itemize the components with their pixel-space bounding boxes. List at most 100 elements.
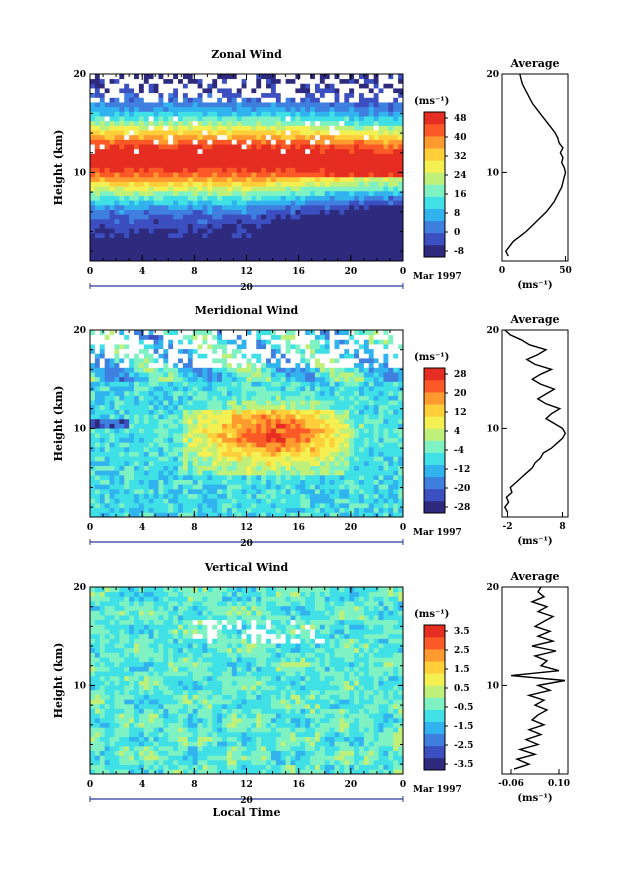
heatmap-cell [231, 456, 238, 462]
heatmap-cell [124, 120, 130, 126]
heatmap-cell [290, 353, 296, 359]
heatmap-cell [207, 237, 213, 243]
heatmap-cell [256, 442, 262, 448]
heatmap-cell [202, 395, 208, 401]
heatmap-cell [363, 158, 370, 164]
heatmap-cell [202, 209, 208, 215]
heatmap-cell [334, 232, 340, 239]
heatmap-cell [334, 386, 340, 392]
heatmap-cell [192, 456, 198, 462]
heatmap-cell [134, 139, 140, 145]
heatmap-cell [266, 465, 272, 471]
heatmap-cell [197, 386, 203, 392]
heatmap-cell [310, 74, 316, 80]
heatmap-cell [182, 195, 189, 201]
heatmap-cell [314, 442, 321, 448]
heatmap-cell [300, 330, 306, 336]
heatmap-cell [363, 474, 370, 481]
heatmap-cell [256, 493, 262, 499]
heatmap-cell [158, 344, 164, 350]
heatmap-cell [290, 484, 296, 490]
heatmap-cell [270, 470, 277, 476]
heatmap-cell [266, 190, 272, 196]
heatmap-cell [300, 74, 306, 80]
heatmap-cell [197, 209, 203, 215]
heatmap-cell [339, 344, 345, 350]
heatmap-cell [207, 512, 213, 518]
heatmap-cell [290, 148, 296, 154]
heatmap-cell [217, 446, 223, 452]
heatmap-cell [324, 367, 331, 373]
heatmap-cell [104, 88, 110, 94]
heatmap-cell [124, 78, 130, 84]
heatmap-cell [275, 488, 282, 495]
heatmap-cell [236, 237, 243, 243]
heatmap-cell [319, 106, 326, 112]
heatmap-cell [99, 470, 106, 476]
heatmap-cell [168, 470, 174, 476]
heatmap-cell [339, 172, 345, 178]
heatmap-cell [138, 186, 145, 192]
heatmap-cell [124, 83, 130, 89]
heatmap-cell [344, 404, 350, 410]
heatmap-cell [256, 400, 262, 406]
heatmap-cell [173, 502, 179, 509]
heatmap-cell [207, 437, 213, 443]
heatmap-cell [178, 83, 184, 89]
heatmap-cell [358, 446, 365, 452]
heatmap-cell [197, 470, 203, 476]
heatmap-cell [182, 186, 189, 192]
heatmap-cell [90, 139, 96, 145]
heatmap-cell [261, 512, 267, 518]
heatmap-cell [182, 358, 189, 364]
heatmap-cell [241, 116, 247, 122]
heatmap-cell [280, 97, 287, 103]
heatmap-cell [354, 181, 360, 187]
heatmap-cell [261, 167, 267, 173]
heatmap-cell [310, 488, 316, 495]
heatmap-cell [148, 209, 154, 215]
heatmap-cell [124, 242, 130, 248]
heatmap-cell [109, 484, 115, 490]
heatmap-cell [270, 414, 277, 420]
panel-title: Meridional Wind [195, 304, 299, 317]
heatmap-cell [236, 78, 243, 84]
heatmap-cell [109, 479, 115, 485]
heatmap-cell [378, 153, 384, 159]
heatmap-cell [373, 97, 379, 103]
heatmap-cell [305, 446, 311, 452]
heatmap-cell [363, 88, 370, 94]
heatmap-cell [261, 358, 267, 364]
heatmap-cell [285, 186, 291, 192]
colorbar-frame [423, 111, 446, 258]
heatmap-cell [314, 139, 321, 145]
heatmap-cell [314, 83, 321, 89]
heatmap-cell [319, 153, 326, 159]
heatmap-cell [138, 456, 145, 462]
heatmap-cell [138, 358, 145, 364]
heatmap-cell [178, 228, 184, 234]
heatmap-cell [319, 502, 326, 509]
heatmap-cell [173, 134, 179, 140]
heatmap-cell [187, 116, 194, 122]
heatmap-cell [134, 153, 140, 159]
heatmap-cell [251, 390, 257, 396]
heatmap-cell [197, 181, 203, 187]
heatmap-cell [373, 158, 379, 164]
heatmap-cell [236, 144, 243, 150]
heatmap-cell [114, 479, 120, 485]
heatmap-cell [134, 418, 140, 424]
heatmap-cell [138, 376, 145, 382]
heatmap-cell [344, 465, 350, 471]
heatmap-cell [310, 353, 316, 359]
heatmap-cell [158, 246, 164, 253]
heatmap-cell [124, 162, 130, 168]
heatmap-cell [222, 74, 228, 80]
heatmap-cell [349, 251, 355, 257]
heatmap-cell [368, 502, 375, 509]
heatmap-cell [236, 446, 243, 452]
heatmap-cell [212, 153, 218, 159]
heatmap-cell [138, 409, 145, 415]
heatmap-cell [138, 200, 145, 206]
heatmap-cell [134, 106, 140, 112]
